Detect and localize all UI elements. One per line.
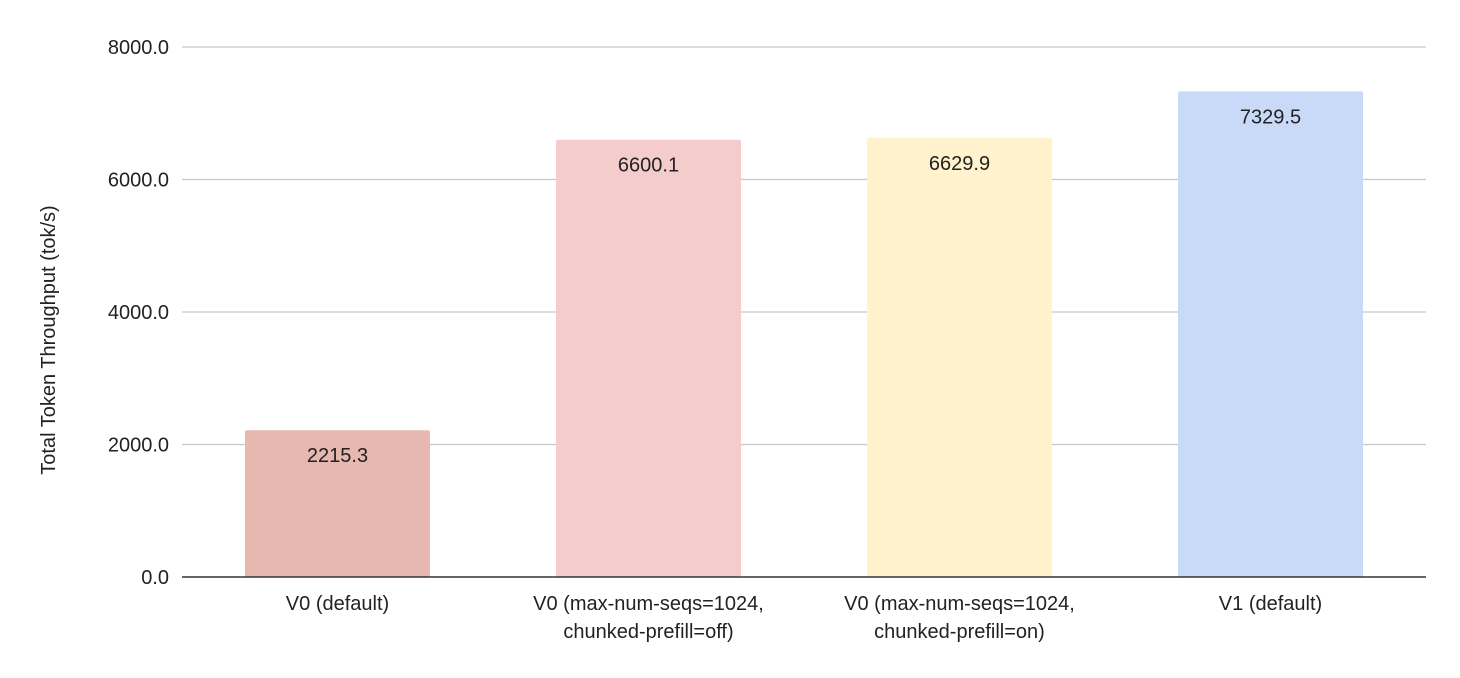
data-labels: 2215.3 6600.1 6629.9 7329.5	[307, 106, 1301, 467]
x-tick-label: V1 (default)	[1219, 593, 1322, 615]
y-axis-label: Total Token Throughput (tok/s)	[38, 205, 60, 474]
data-label: 6629.9	[929, 153, 990, 175]
x-axis-categories: V0 (default) V0 (max-num-seqs=1024, chunke…	[286, 593, 1322, 643]
bar	[556, 139, 741, 577]
data-label: 6600.1	[618, 155, 679, 177]
y-axis-ticks: 0.0 2000.0 4000.0 6000.0 8000.0	[108, 37, 169, 589]
bar	[245, 430, 430, 577]
x-tick-label-line2: chunked-prefill=on)	[874, 621, 1045, 643]
x-tick-label: V0 (default)	[286, 593, 389, 615]
data-label: 2215.3	[307, 445, 368, 467]
bars	[245, 91, 1363, 578]
y-tick-label: 4000.0	[108, 302, 169, 324]
x-tick-label-line2: chunked-prefill=off)	[563, 621, 733, 643]
x-tick-label: V0 (max-num-seqs=1024,	[533, 593, 764, 615]
y-tick-label: 0.0	[141, 567, 169, 589]
x-tick-label: V0 (max-num-seqs=1024,	[844, 593, 1075, 615]
bar	[1178, 91, 1363, 577]
data-label: 7329.5	[1240, 106, 1301, 128]
y-tick-label: 6000.0	[108, 170, 169, 192]
bar	[867, 137, 1052, 578]
y-tick-label: 2000.0	[108, 435, 169, 457]
y-tick-label: 8000.0	[108, 37, 169, 59]
